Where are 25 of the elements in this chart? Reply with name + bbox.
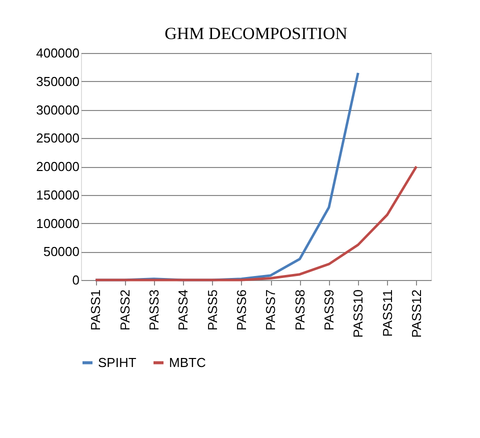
line-series (94, 165, 418, 282)
x-tick-label: PASS8 (292, 290, 308, 330)
y-tick-label: 150000 (36, 187, 80, 202)
y-tick-label: 0 (72, 272, 80, 288)
y-tick-label: 200000 (36, 159, 80, 174)
x-tick-label: PASS10 (350, 290, 366, 338)
x-tick-label: PASS12 (408, 290, 424, 338)
y-tick-label: 400000 (36, 46, 80, 60)
x-tick-label: PASS5 (204, 290, 220, 330)
x-tick-label: PASS1 (88, 290, 104, 330)
x-tick-label: PASS2 (117, 290, 132, 330)
y-tick-label: 300000 (36, 102, 80, 118)
x-tick-label: PASS9 (321, 290, 336, 330)
x-tick-label: PASS7 (263, 290, 278, 330)
y-tick-label: 350000 (36, 74, 80, 89)
x-tick-label: PASS6 (234, 290, 249, 330)
legend-label: MBTC (169, 354, 206, 370)
x-tick-label: PASS4 (176, 290, 191, 330)
y-tick-label: 50000 (43, 244, 80, 260)
x-tick-label: PASS11 (380, 290, 395, 337)
y-tick-label: 250000 (36, 130, 80, 146)
chart-title: GHM DECOMPOSITION (164, 24, 348, 43)
x-tick-label: PASS3 (146, 290, 162, 330)
y-tick-label: 100000 (36, 216, 80, 231)
legend-label: SPIHT (98, 354, 136, 370)
